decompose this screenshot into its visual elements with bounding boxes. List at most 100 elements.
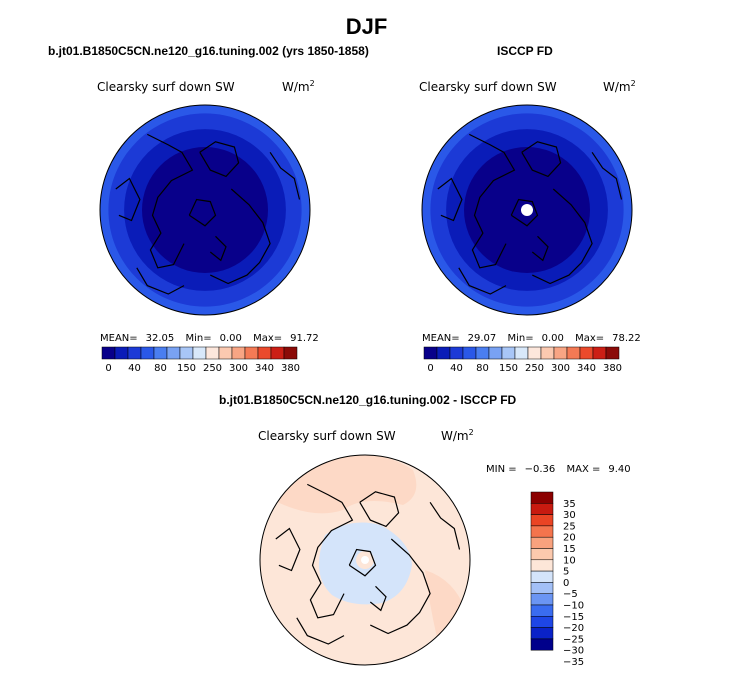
obs-min-value: 0.00 (541, 333, 564, 344)
obs-colorbar-label-2: 80 (476, 363, 489, 374)
model-polar-map (100, 105, 310, 315)
model-colorbar-box-5 (166, 346, 181, 360)
model-units: W/m2 (282, 79, 315, 94)
season-title: DJF (345, 14, 388, 39)
model-coastline-6 (136, 267, 185, 295)
model-colorbar-box-14 (283, 346, 298, 360)
model-coastline-4 (269, 151, 301, 200)
diff-coastline-6 (296, 617, 345, 645)
obs-coastline-0 (469, 133, 516, 269)
diff-polar-map (260, 455, 470, 665)
diff-coastline-1 (359, 491, 400, 528)
model-units-exp: 2 (309, 79, 315, 88)
diff-coastline-5 (348, 548, 377, 577)
diff-colorbar-box-7 (530, 570, 554, 583)
model-coastline-2 (210, 188, 271, 285)
model-coastline-0 (147, 133, 194, 269)
diff-panel-title: b.jt01.B1850C5CN.ne120_g16.tuning.002 - … (219, 393, 517, 407)
obs-colorbar-label-4: 250 (525, 363, 544, 374)
model-colorbar-label-6: 340 (255, 363, 274, 374)
diff-colorbar-label-10: −15 (563, 612, 584, 623)
obs-colorbar-label-5: 300 (551, 363, 570, 374)
obs-coastlines (421, 104, 633, 316)
diff-colorbar-label-6: 5 (563, 567, 569, 578)
obs-missing-pole (521, 204, 533, 216)
obs-colorbar-label-6: 340 (577, 363, 596, 374)
model-colorbar-box-1 (114, 346, 129, 360)
model-colorbar-box-0 (101, 346, 116, 360)
model-colorbar-box-3 (140, 346, 155, 360)
model-colorbar-box-10 (231, 346, 246, 360)
model-mean-value: 32.05 (145, 333, 175, 344)
diff-variable-name: Clearsky surf down SW (258, 429, 396, 443)
obs-colorbar-box-13 (592, 346, 607, 360)
obs-colorbar-box-2 (449, 346, 464, 360)
model-colorbar-label-3: 150 (177, 363, 196, 374)
diff-colorbar-label-14: −35 (563, 657, 584, 668)
diff-colorbar-box-5 (530, 548, 554, 561)
obs-coastline-6 (458, 267, 507, 295)
model-colorbar-box-6 (179, 346, 194, 360)
obs-colorbar: 0 40 80 150 250 300 340 380 (423, 346, 622, 374)
obs-colorbar-box-10 (553, 346, 568, 360)
obs-min-label: Min= (507, 333, 534, 344)
model-colorbar-label-5: 300 (229, 363, 248, 374)
obs-coastline-1 (521, 141, 562, 178)
model-min-value: 0.00 (219, 333, 242, 344)
obs-coastline-7 (531, 235, 549, 262)
diff-max-label: MAX = (566, 464, 601, 475)
model-coastline-5 (188, 198, 217, 227)
model-units-text: W/m (282, 80, 310, 94)
model-contour-band-3 (142, 147, 268, 273)
obs-colorbar-label-7: 380 (603, 363, 622, 374)
model-max-label: Max= (253, 333, 283, 344)
diff-colorbar-box-9 (530, 593, 554, 606)
diff-colorbar-box-8 (530, 582, 554, 594)
diff-map-boundary (259, 454, 471, 666)
obs-variable-name: Clearsky surf down SW (419, 80, 557, 94)
diff-stats: MIN = −0.36 MAX = 9.40 (486, 464, 639, 475)
model-colorbar: 0 40 80 150 250 300 340 380 (101, 346, 300, 374)
diff-coastline-3 (275, 527, 301, 572)
diff-colorbar-label-0: 35 (563, 499, 576, 510)
diff-colorbar-box-4 (530, 536, 554, 549)
diff-colorbar-box-6 (530, 559, 554, 572)
diff-coastline-2 (370, 538, 431, 635)
obs-units: W/m2 (603, 79, 636, 94)
obs-max-label: Max= (575, 333, 605, 344)
obs-colorbar-box-8 (527, 346, 542, 360)
diff-min-value: −0.36 (524, 464, 556, 475)
diff-colorbar-label-7: 0 (563, 578, 569, 589)
diff-colorbar-box-1 (530, 503, 554, 515)
obs-panel-title: ISCCP FD (497, 44, 553, 58)
model-colorbar-label-7: 380 (281, 363, 300, 374)
obs-colorbar-box-1 (436, 346, 451, 360)
diff-colorbar-box-3 (530, 525, 554, 538)
obs-stats: MEAN= 29.07 Min= 0.00 Max= 78.22 (422, 333, 649, 344)
diff-colorbar-label-8: −5 (563, 589, 578, 600)
diff-colorbar-box-13 (530, 638, 554, 651)
model-coastline-3 (115, 177, 141, 222)
model-coastline-7 (209, 235, 227, 262)
model-panel-title: b.jt01.B1850C5CN.ne120_g16.tuning.002 (y… (48, 44, 369, 58)
model-mean-label: MEAN= (100, 333, 138, 344)
model-min-label: Min= (185, 333, 212, 344)
obs-colorbar-box-4 (475, 346, 490, 360)
model-colorbar-label-2: 80 (154, 363, 167, 374)
diff-colorbar-label-3: 20 (563, 533, 576, 544)
model-colorbar-box-4 (153, 346, 168, 360)
model-colorbar-label-1: 40 (128, 363, 141, 374)
obs-coastline-5 (510, 198, 539, 227)
diff-colorbar-label-4: 15 (563, 544, 576, 555)
diff-colorbar-box-12 (530, 627, 554, 640)
obs-colorbar-box-12 (579, 346, 594, 360)
obs-polar-map (422, 105, 632, 315)
obs-coastline-4 (591, 151, 623, 200)
diff-coastlines (259, 454, 471, 666)
obs-units-exp: 2 (630, 79, 636, 88)
obs-colorbar-label-3: 150 (499, 363, 518, 374)
obs-colorbar-label-0: 0 (427, 363, 433, 374)
diff-colorbar-box-11 (530, 616, 554, 628)
